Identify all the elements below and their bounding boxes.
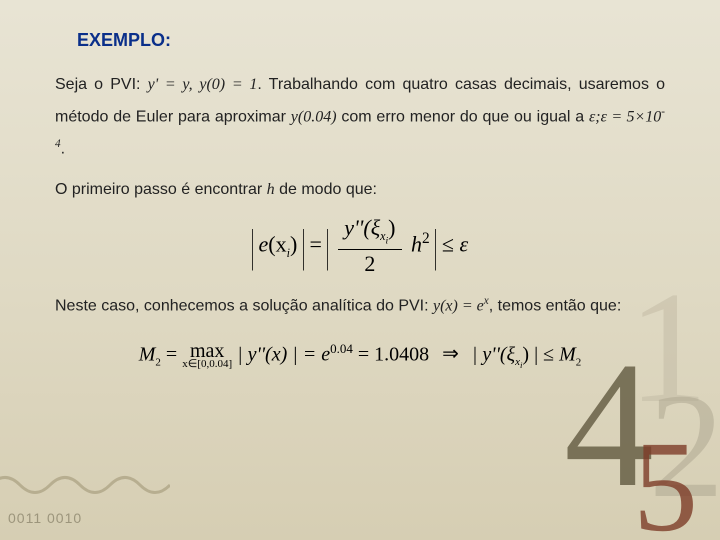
p2-h: h bbox=[267, 181, 275, 198]
p1-text-a: Seja o PVI: bbox=[55, 76, 148, 93]
formula-m2: M2 = max x∈[0,0.04] | y''(x) | = e0.04 =… bbox=[55, 341, 665, 371]
p1-text-c: com erro menor do que ou igual a bbox=[337, 108, 589, 125]
content-area: EXEMPLO: Seja o PVI: y' = y, y(0) = 1. T… bbox=[55, 30, 665, 384]
f2-rhs-M: M bbox=[559, 343, 576, 365]
f1-num-sub: xi bbox=[380, 229, 388, 243]
f1-h-exp: 2 bbox=[422, 230, 430, 247]
f2-M-sub: 2 bbox=[155, 356, 161, 368]
p1-eps: ε;ε = 5×10 bbox=[589, 108, 661, 125]
f1-fraction: y''(ξxi) 2 bbox=[338, 216, 401, 277]
squiggle-decoration bbox=[0, 470, 170, 500]
example-heading: EXEMPLO: bbox=[77, 30, 665, 51]
f1-lhs-close: ) bbox=[290, 231, 297, 256]
p1-ivp: y' = y, y(0) = 1 bbox=[148, 76, 258, 93]
f2-eq: = bbox=[166, 343, 182, 365]
f1-leq: ≤ bbox=[442, 231, 460, 256]
binary-decoration: 0011 0010 bbox=[8, 510, 82, 526]
f1-e: e bbox=[259, 231, 269, 256]
f1-den: 2 bbox=[338, 250, 401, 276]
slide: 1 2 4 5 0011 0010 EXEMPLO: Seja o PVI: y… bbox=[0, 0, 720, 540]
paragraph-3: Neste caso, conhecemos a solução analíti… bbox=[55, 290, 665, 322]
p3-sol: y(x) = e bbox=[433, 298, 484, 315]
f2-max-domain: x∈[0,0.04] bbox=[182, 359, 232, 370]
f2-rhs-a: | y''(ξ bbox=[472, 343, 515, 365]
f1-num-y: y''(ξ bbox=[344, 215, 380, 240]
paragraph-1: Seja o PVI: y' = y, y(0) = 1. Trabalhand… bbox=[55, 69, 665, 166]
p3-text-a: Neste caso, conhecemos a solução analíti… bbox=[55, 298, 433, 315]
paragraph-2: O primeiro passo é encontrar h de modo q… bbox=[55, 174, 665, 206]
formula-error-bound: | e(xi) | = | y''(ξxi) 2 h2 | ≤ ε bbox=[55, 216, 665, 277]
p2-text-a: O primeiro passo é encontrar bbox=[55, 181, 267, 198]
f1-lhs-x: (x bbox=[268, 231, 286, 256]
f2-max-block: max x∈[0,0.04] bbox=[182, 341, 232, 370]
f2-M: M bbox=[139, 343, 156, 365]
f2-val: = 1.0408 bbox=[358, 343, 429, 365]
p3-text-b: , temos então que: bbox=[489, 298, 622, 315]
equals: = bbox=[310, 231, 328, 256]
watermark-5: 5 bbox=[633, 412, 698, 540]
f2-rhs-M-sub: 2 bbox=[576, 356, 582, 368]
p1-target: y(0.04) bbox=[291, 108, 337, 125]
f1-h: h bbox=[411, 231, 422, 256]
f1-num-close: ) bbox=[388, 215, 395, 240]
implies-arrow: ⇒ bbox=[442, 343, 459, 365]
p2-text-b: de modo que: bbox=[275, 181, 377, 198]
f1-eps: ε bbox=[460, 231, 469, 256]
watermark-2: 2 bbox=[649, 360, 720, 532]
p1-text-d: . bbox=[61, 141, 65, 158]
f2-ypp: | y''(x) | = e bbox=[237, 343, 330, 365]
f2-rhs-b: ) | ≤ bbox=[522, 343, 559, 365]
f2-exp: 0.04 bbox=[330, 341, 353, 356]
